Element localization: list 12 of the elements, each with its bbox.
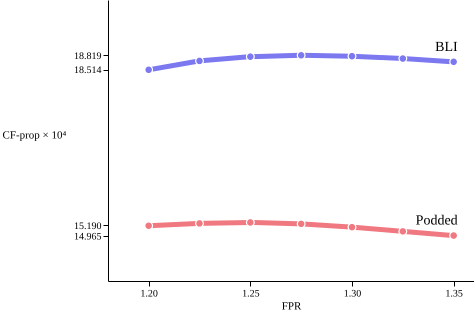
y-tick-label: 15.190 (74, 220, 102, 232)
x-axis-title: FPR (282, 300, 302, 312)
x-tick-label: 1.20 (140, 288, 158, 300)
y-tick-label: 14.965 (74, 231, 102, 242)
x-tick-label: 1.30 (344, 288, 362, 300)
x-tick-label: 1.25 (242, 288, 260, 300)
x-tick-label: 1.35 (445, 288, 463, 300)
series-label: BLI (435, 40, 458, 55)
y-tick-label: 18.514 (74, 65, 102, 76)
y-tick-label: 18.819 (74, 50, 102, 62)
y-axis-title: CF-prop × 10⁴ (2, 130, 66, 142)
series-label: Podded (416, 214, 458, 229)
